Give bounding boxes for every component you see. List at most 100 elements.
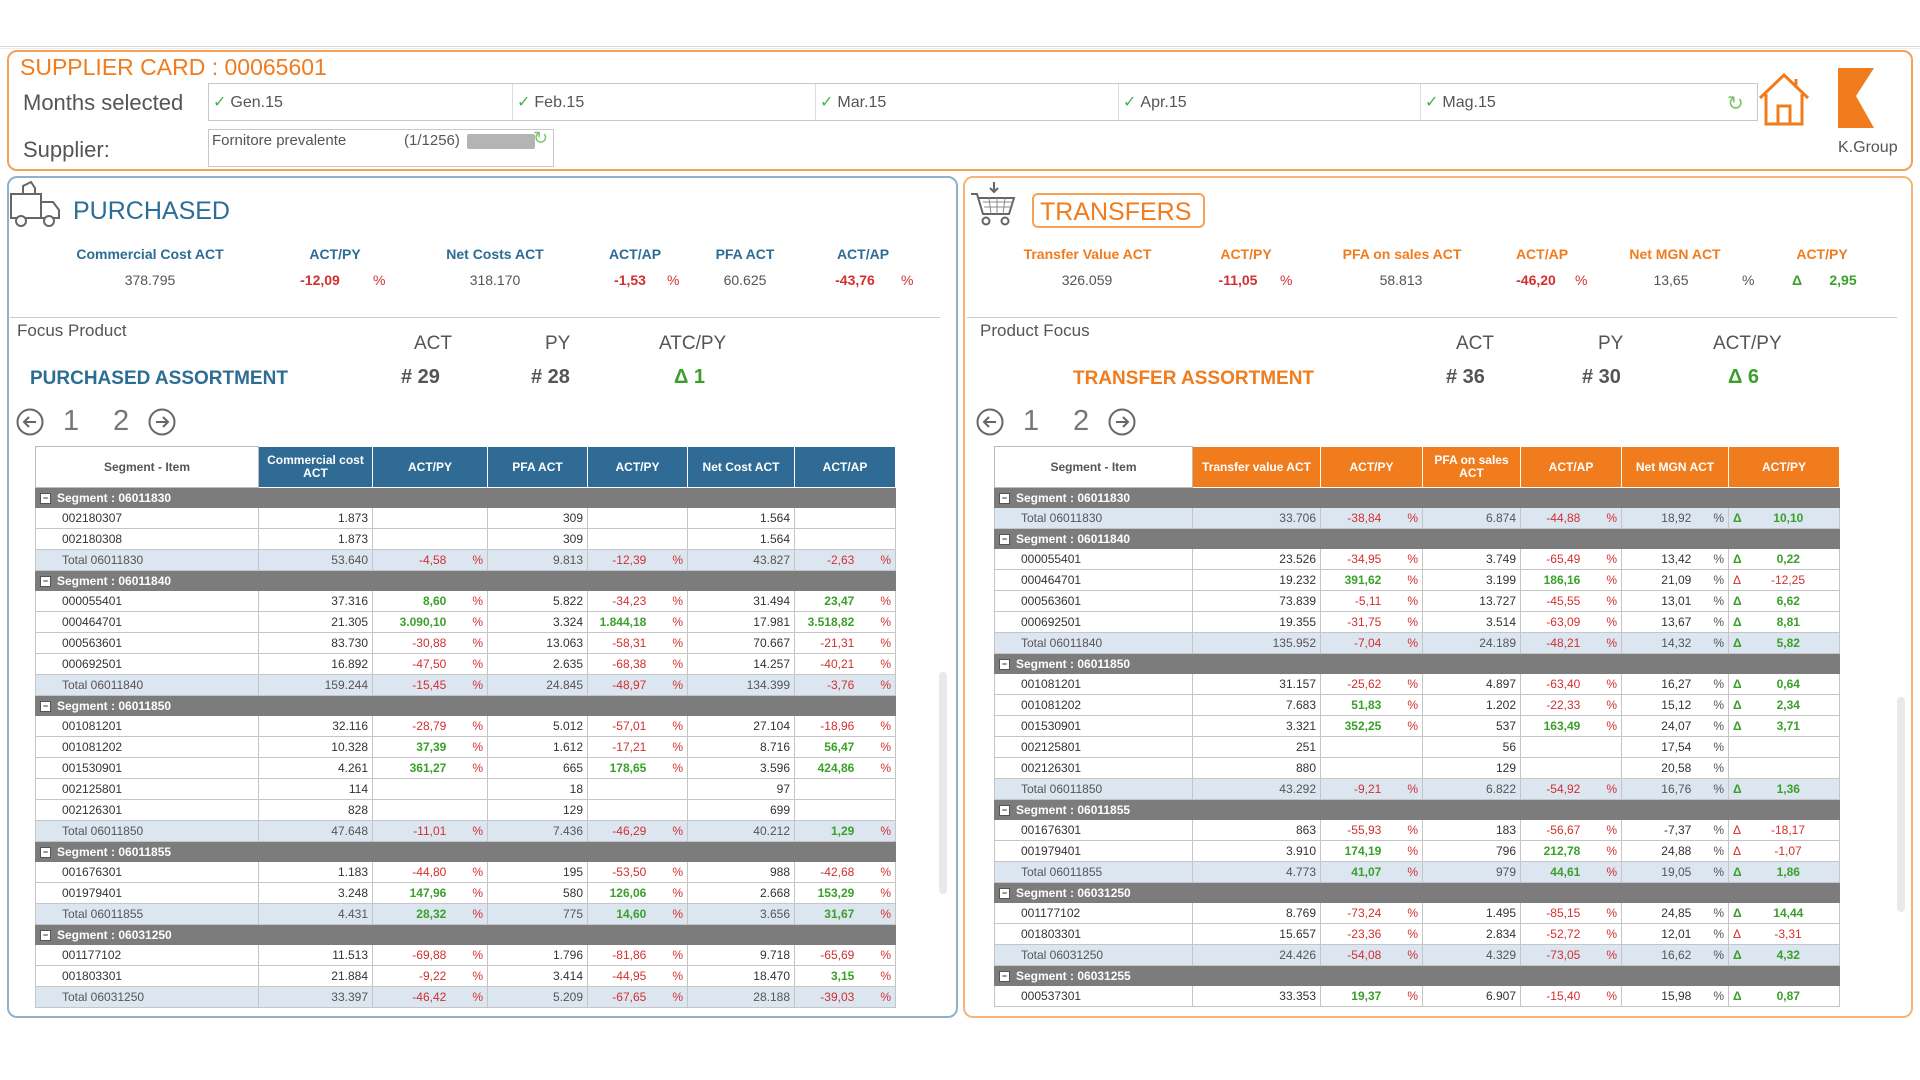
home-icon[interactable] xyxy=(1756,70,1812,128)
segment-row[interactable]: − Segment : 06011855 xyxy=(994,799,1840,820)
pct-sign: % xyxy=(880,761,891,775)
segment-cell[interactable]: − Segment : 06031250 xyxy=(35,924,896,945)
segment-row[interactable]: − Segment : 06031255 xyxy=(994,965,1840,986)
month-chip[interactable]: ✓ Mag.15 xyxy=(1425,94,1496,111)
col-header[interactable]: PFA on sales ACT xyxy=(1422,446,1521,488)
value-cell: 828 xyxy=(258,799,373,821)
segment-label: Segment : 06011830 xyxy=(57,490,172,505)
segment-cell[interactable]: − Segment : 06011855 xyxy=(35,841,896,862)
arrow-left-circle-icon[interactable] xyxy=(16,408,44,436)
pct-sign: % xyxy=(1713,615,1724,629)
segment-cell[interactable]: − Segment : 06011840 xyxy=(35,570,896,591)
segment-row[interactable]: − Segment : 06011830 xyxy=(35,487,896,508)
item-label: 001081202 xyxy=(994,694,1193,716)
segment-row[interactable]: − Segment : 06011855 xyxy=(35,841,896,862)
month-chip[interactable]: ✓ Mar.15 xyxy=(816,84,1119,120)
value-cell: 1.796 xyxy=(487,944,588,966)
scrollbar[interactable] xyxy=(1897,697,1905,912)
collapse-icon[interactable]: − xyxy=(40,492,51,504)
segment-row[interactable]: − Segment : 06031250 xyxy=(994,882,1840,903)
segment-row[interactable]: − Segment : 06011830 xyxy=(994,487,1840,508)
delta-icon: Δ xyxy=(1792,272,1803,288)
segment-cell[interactable]: − Segment : 06031250 xyxy=(994,882,1840,903)
value-cell: 979 xyxy=(1422,861,1521,883)
kpi-value: -12,09 xyxy=(300,272,340,288)
page-number[interactable]: 1 xyxy=(1023,405,1040,437)
pct-sign: % xyxy=(1713,511,1724,525)
segment-cell[interactable]: − Segment : 06031255 xyxy=(994,965,1840,986)
scrollbar[interactable] xyxy=(939,672,947,894)
month-chip[interactable]: ✓ Feb.15 xyxy=(513,84,816,120)
arrow-right-circle-icon[interactable] xyxy=(1108,408,1136,436)
collapse-icon[interactable]: − xyxy=(40,700,51,712)
value-cell: Δ 3,71 xyxy=(1728,715,1840,737)
cell-value: -46,42 xyxy=(412,990,447,1004)
col-header[interactable]: ACT/PY xyxy=(587,446,688,488)
cell-value: -21,31 xyxy=(820,636,855,650)
segment-cell[interactable]: − Segment : 06011850 xyxy=(994,653,1840,674)
segment-row[interactable]: − Segment : 06011840 xyxy=(994,528,1840,549)
pct-sign: % xyxy=(472,948,483,962)
arrow-right-circle-icon[interactable] xyxy=(148,408,176,436)
collapse-icon[interactable]: − xyxy=(999,804,1010,816)
collapse-icon[interactable]: − xyxy=(40,929,51,941)
collapse-icon[interactable]: − xyxy=(999,492,1010,504)
value-cell: -15,45% xyxy=(372,674,488,696)
segment-cell[interactable]: − Segment : 06011855 xyxy=(994,799,1840,820)
page-number[interactable]: 2 xyxy=(113,405,130,437)
col-header[interactable]: Segment - Item xyxy=(994,446,1193,488)
col-header[interactable]: Commercial cost ACT xyxy=(258,446,373,488)
value-cell: Δ 5,82 xyxy=(1728,632,1840,654)
col-header[interactable]: ACT/AP xyxy=(1520,446,1622,488)
col-header[interactable]: ACT/PY xyxy=(1320,446,1423,488)
cell-value: -42,68 xyxy=(820,865,855,879)
segment-cell[interactable]: − Segment : 06011830 xyxy=(994,487,1840,508)
col-header[interactable]: Segment - Item xyxy=(35,446,259,488)
supplier-selector[interactable]: Fornitore prevalente (1/1256) xyxy=(208,129,554,167)
col-header[interactable]: PFA ACT xyxy=(487,446,588,488)
page-number[interactable]: 2 xyxy=(1073,405,1090,437)
collapse-icon[interactable]: − xyxy=(999,658,1010,670)
cell-value: -57,01 xyxy=(612,719,647,733)
pct-sign: % xyxy=(472,615,483,629)
segment-cell[interactable]: − Segment : 06011850 xyxy=(35,695,896,716)
col-header[interactable]: ACT/PY xyxy=(372,446,488,488)
months-selector[interactable]: ✓ Gen.15 ✓ Feb.15 ✓ Mar.15 ✓ Apr.15 ✓ Mag.15 xyxy=(208,83,1758,121)
col-header[interactable]: Net MGN ACT xyxy=(1621,446,1729,488)
collapse-icon[interactable]: − xyxy=(40,846,51,858)
col-header[interactable]: ACT/PY xyxy=(1728,446,1840,488)
collapse-icon[interactable]: − xyxy=(40,575,51,587)
collapse-icon[interactable]: − xyxy=(999,533,1010,545)
col-header[interactable]: Net Cost ACT xyxy=(687,446,795,488)
segment-row[interactable]: − Segment : 06011840 xyxy=(35,570,896,591)
table-row: 002125801 251 56 17,54% xyxy=(994,736,1840,758)
page-number[interactable]: 1 xyxy=(63,405,80,437)
segment-row[interactable]: − Segment : 06031250 xyxy=(35,924,896,945)
month-chip[interactable]: ✓ Apr.15 xyxy=(1119,84,1421,120)
segment-row[interactable]: − Segment : 06011850 xyxy=(35,695,896,716)
pct-sign: % xyxy=(1407,511,1418,525)
pct-sign: % xyxy=(1713,989,1724,1003)
segment-row[interactable]: − Segment : 06011850 xyxy=(994,653,1840,674)
cell-value: 178,65 xyxy=(609,761,647,775)
cell-value: 212,78 xyxy=(1543,844,1581,858)
cell-value: -11,01 xyxy=(413,824,447,838)
value-cell: 13.727 xyxy=(1422,590,1521,612)
value-cell: 391,62% xyxy=(1320,569,1423,591)
value-cell: -48,97% xyxy=(587,674,688,696)
collapse-icon[interactable]: − xyxy=(999,887,1010,899)
month-chip[interactable]: ✓ Gen.15 xyxy=(209,84,513,120)
collapse-icon[interactable]: − xyxy=(999,970,1010,982)
cell-value: 16,62 xyxy=(1661,948,1692,962)
value-cell: 3.321 xyxy=(1192,715,1321,737)
arrow-left-circle-icon[interactable] xyxy=(976,408,1004,436)
col-header[interactable]: ACT/AP xyxy=(794,446,896,488)
col-header[interactable]: Transfer value ACT xyxy=(1192,446,1321,488)
cell-value: 1.844,18 xyxy=(599,615,647,629)
segment-label: Segment : 06031250 xyxy=(1016,885,1131,900)
cell-value: -44,88 xyxy=(1546,511,1581,525)
segment-cell[interactable]: − Segment : 06011830 xyxy=(35,487,896,508)
segment-cell[interactable]: − Segment : 06011840 xyxy=(994,528,1840,549)
refresh-icon[interactable]: ↻ xyxy=(533,128,549,148)
refresh-icon[interactable]: ↻ xyxy=(1727,93,1744,115)
